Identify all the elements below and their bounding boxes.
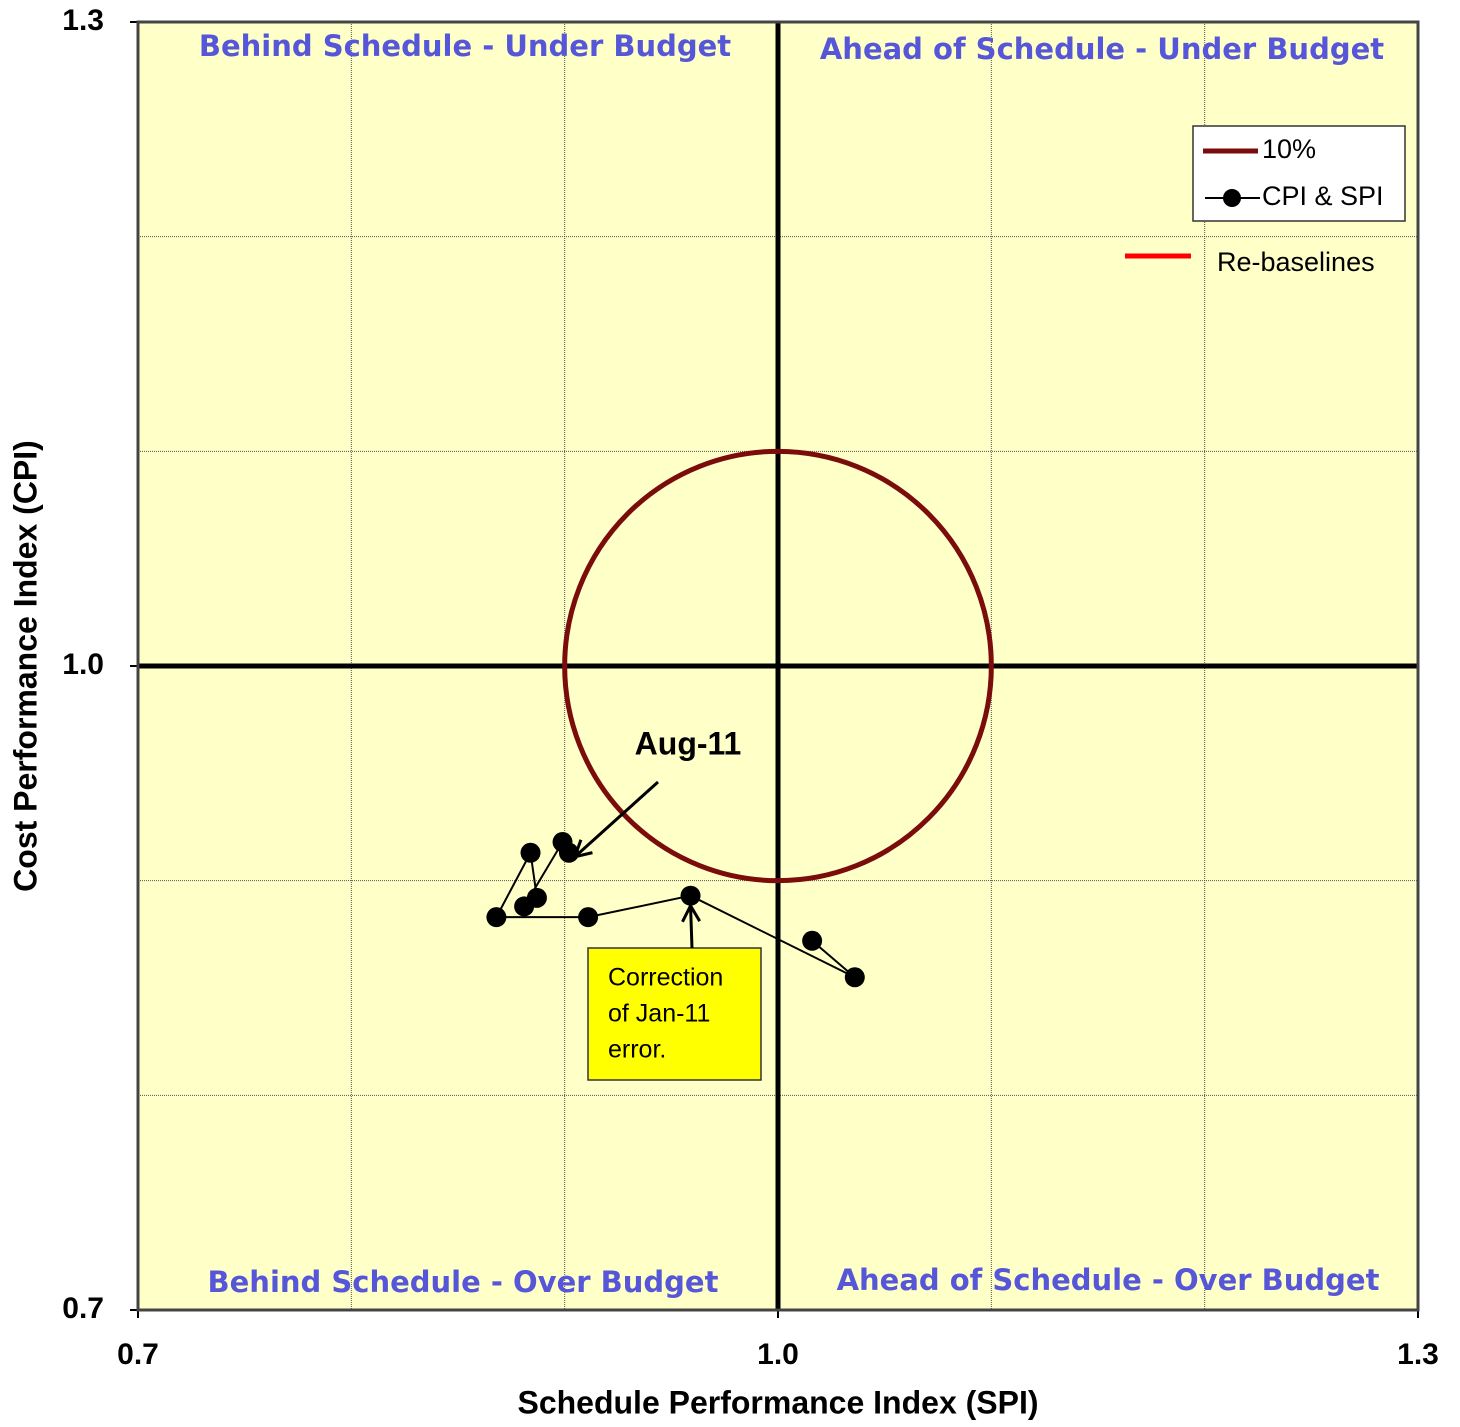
data-point <box>514 896 535 917</box>
data-point <box>520 842 541 863</box>
annotation: Correction <box>608 964 723 992</box>
legend-swatch <box>1223 189 1241 207</box>
data-point <box>486 907 507 928</box>
annotation: of Jan-11 <box>608 1000 710 1028</box>
data-point <box>680 885 701 906</box>
arrow-head <box>572 839 593 859</box>
annotation: error. <box>608 1036 666 1064</box>
annotation-arrow <box>689 905 694 949</box>
y-tick-label: 0.7 <box>62 1292 104 1325</box>
data-point <box>844 967 865 988</box>
legend-label: 10% <box>1262 134 1316 164</box>
quadrant-label: Ahead of Schedule - Over Budget <box>837 1263 1380 1297</box>
x-tick-label: 1.0 <box>757 1338 799 1371</box>
x-axis-title: Schedule Performance Index (SPI) <box>517 1384 1038 1420</box>
quadrant-label: Behind Schedule - Under Budget <box>199 29 731 63</box>
arrow-head <box>681 902 701 923</box>
legend-label: Re-baselines <box>1217 247 1375 277</box>
data-point <box>802 930 823 951</box>
annotation: Aug-11 <box>635 725 742 761</box>
tolerance-circle <box>562 448 994 884</box>
x-tick-label: 1.3 <box>1397 1338 1439 1371</box>
x-tick-label: 0.7 <box>117 1338 159 1371</box>
quadrant-label: Behind Schedule - Over Budget <box>208 1265 719 1299</box>
y-tick-label: 1.0 <box>62 648 104 681</box>
legend-label: CPI & SPI <box>1262 181 1384 211</box>
y-tick-label: 1.3 <box>62 4 104 37</box>
series-line <box>494 840 856 979</box>
annotation-box <box>587 947 762 1081</box>
plot-border <box>136 20 1420 1312</box>
quadrant-label: Ahead of Schedule - Under Budget <box>820 32 1384 66</box>
y-axis-title: Cost Performance Index (CPI) <box>7 440 43 892</box>
annotation-arrow <box>573 780 660 858</box>
data-point <box>578 907 599 928</box>
